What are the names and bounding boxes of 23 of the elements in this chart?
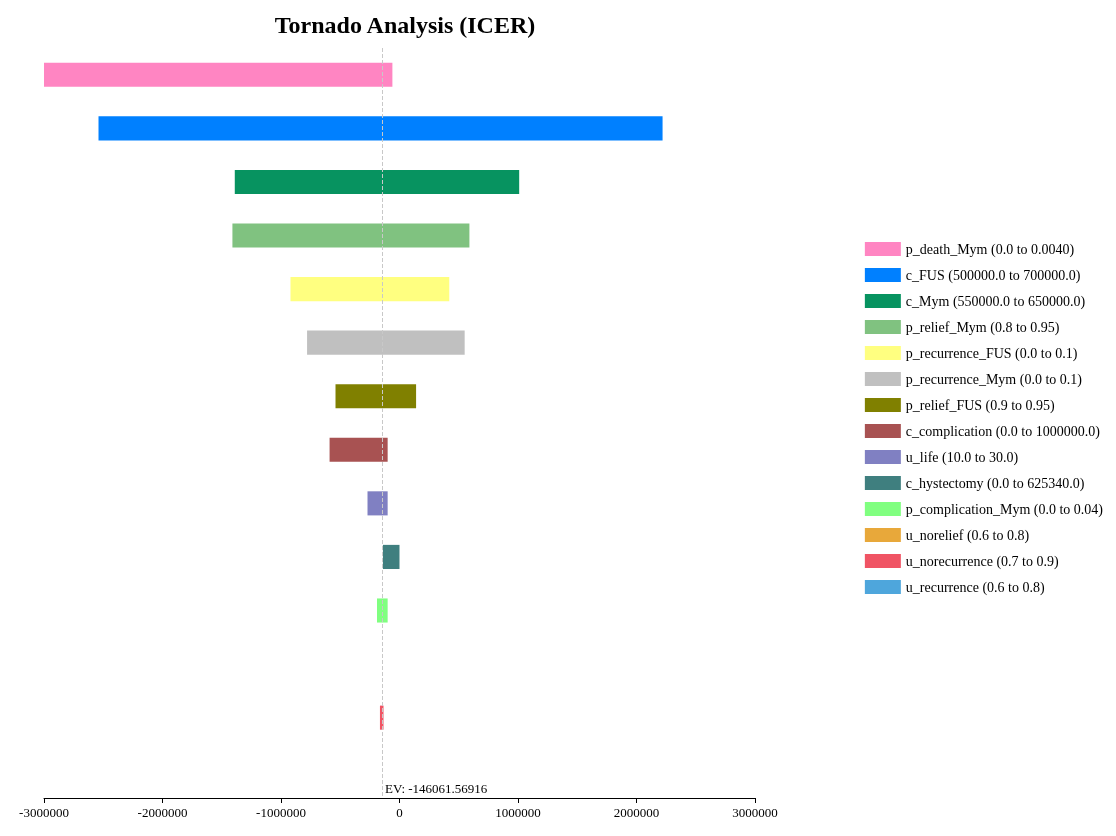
legend-label: u_recurrence (0.6 to 0.8) (905, 579, 1045, 596)
legend-label: p_death_Mym (0.0 to 0.0040) (905, 241, 1075, 258)
legend-label: p_relief_Mym (0.8 to 0.95) (905, 319, 1060, 336)
x-tick-label: 3000000 (732, 805, 778, 820)
legend-label: c_Mym (550000.0 to 650000.0) (905, 293, 1086, 310)
legend-label: c_complication (0.0 to 1000000.0) (905, 423, 1101, 440)
legend-label: u_norecurrence (0.7 to 0.9) (905, 553, 1059, 570)
legend-label: c_hystectomy (0.0 to 625340.0) (905, 475, 1085, 492)
legend-label: p_recurrence_FUS (0.0 to 0.1) (905, 345, 1078, 362)
ref-line-label: EV: -146061.56916 (385, 781, 488, 796)
legend-label: c_FUS (500000.0 to 700000.0) (905, 267, 1081, 284)
x-tick-label: 0 (396, 805, 403, 820)
chart-title: Tornado Analysis (ICER) (274, 12, 536, 38)
x-tick-label: -1000000 (256, 805, 306, 820)
x-tick-label: 1000000 (495, 805, 541, 820)
x-tick-label: -2000000 (137, 805, 188, 820)
x-tick-label: 2000000 (613, 805, 660, 820)
legend-label: p_relief_FUS (0.9 to 0.95) (905, 397, 1056, 414)
legend-label: p_complication_Mym (0.0 to 0.04) (905, 501, 1104, 518)
x-tick-label: -3000000 (19, 805, 69, 820)
legend-label: p_recurrence_Mym (0.0 to 0.1) (905, 371, 1083, 388)
legend-label: u_norelief (0.6 to 0.8) (905, 527, 1030, 544)
legend-label: u_life (10.0 to 30.0) (905, 449, 1019, 466)
